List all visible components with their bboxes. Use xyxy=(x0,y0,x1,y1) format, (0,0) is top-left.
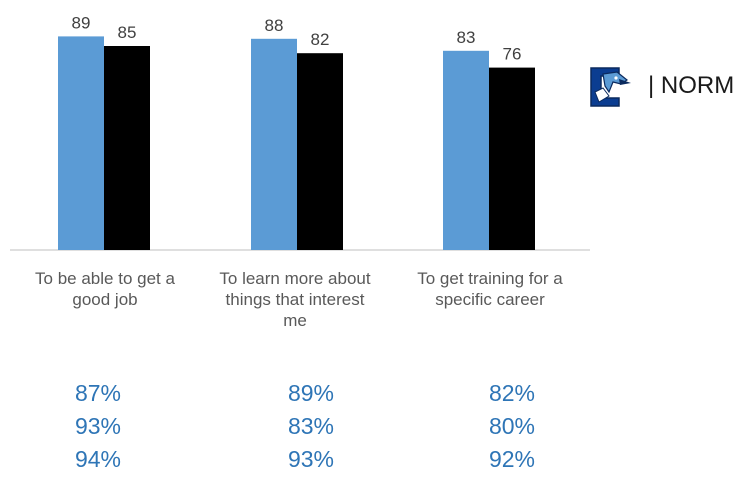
percent-column-1: 89% 83% 93% xyxy=(216,377,406,476)
bluejay-logo-icon xyxy=(590,67,631,107)
category-label-0: To be able to get a good job xyxy=(10,268,200,310)
data-label-series0-cat1: 88 xyxy=(265,16,284,35)
data-label-series1-cat0: 85 xyxy=(118,23,137,42)
bar-series1-cat0 xyxy=(104,46,150,250)
data-label-series1-cat1: 82 xyxy=(311,30,330,49)
category-label-line: To learn more about xyxy=(219,269,371,288)
category-label-1: To learn more about things that interest… xyxy=(200,268,390,331)
category-label-line: me xyxy=(283,311,307,330)
bar-series1-cat1 xyxy=(297,53,343,251)
bar-series0-cat1 xyxy=(251,38,297,250)
bar-series1-cat2 xyxy=(489,67,535,250)
percent-value: 82% xyxy=(488,380,536,406)
category-label-line: To get training for a xyxy=(417,269,563,288)
category-label-line: good job xyxy=(72,290,138,309)
percent-value: 89% xyxy=(287,380,335,406)
percent-value: 87% xyxy=(74,380,122,406)
percent-value: 93% xyxy=(287,446,335,472)
category-label-2: To get training for a specific career xyxy=(395,268,585,310)
percent-column-0: 87% 93% 94% xyxy=(3,377,193,476)
bar-series0-cat2 xyxy=(443,50,489,250)
legend-norm-label: | NORM xyxy=(648,72,735,99)
percent-column-2: 82% 80% 92% xyxy=(417,377,607,476)
category-label-line: things that interest xyxy=(225,290,365,309)
category-label-line: To be able to get a xyxy=(35,269,175,288)
data-label-series0-cat0: 89 xyxy=(72,13,91,32)
percent-value: 93% xyxy=(74,413,122,439)
percent-value: 92% xyxy=(488,446,536,472)
data-label-series0-cat2: 83 xyxy=(457,28,476,47)
category-label-line: specific career xyxy=(435,290,545,309)
bar-series0-cat0 xyxy=(58,36,104,251)
chart-marks: 89 88 83 85 82 76 xyxy=(58,13,535,251)
percent-value: 83% xyxy=(287,413,335,439)
percent-value: 80% xyxy=(488,413,536,439)
percent-value: 94% xyxy=(74,446,122,472)
data-label-series1-cat2: 76 xyxy=(503,45,522,64)
